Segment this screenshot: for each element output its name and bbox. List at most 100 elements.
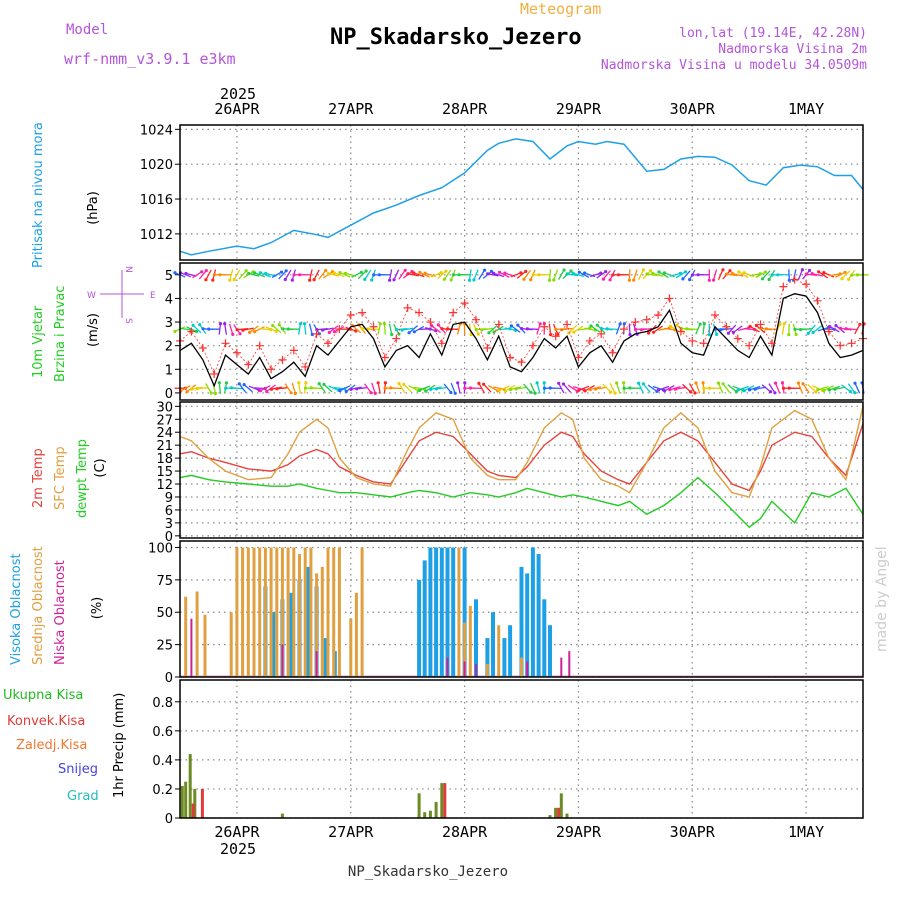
- wind-arrow: [393, 269, 400, 281]
- wind-arrow: [473, 269, 479, 281]
- wind-arrow: [443, 383, 452, 393]
- date-label-top: 26APR: [214, 100, 260, 118]
- gust-marker: [767, 339, 776, 348]
- gust-marker: [323, 339, 332, 348]
- wind-arrow-head: [611, 273, 615, 277]
- wind-arrow-head: [622, 322, 626, 326]
- wind-arrow-head: [748, 324, 752, 328]
- wind-arrow: [688, 383, 696, 394]
- low-cloud-bar: [446, 657, 449, 677]
- date-label-top: 27APR: [328, 100, 374, 118]
- wind-arrow-head: [529, 278, 533, 282]
- wind-arrow: [548, 323, 552, 335]
- wind-arrow-head: [248, 330, 252, 334]
- gust-marker: [802, 280, 811, 289]
- wind-arrow: [743, 272, 755, 278]
- wind-arrow-head: [213, 391, 217, 396]
- wind-arrow: [419, 385, 431, 391]
- wind-arrow-head: [472, 278, 476, 282]
- wind-arrow-head: [657, 270, 661, 274]
- panel-frame: [179, 262, 864, 401]
- y-tick-label: 0: [165, 812, 173, 827]
- low-cloud-bar: [475, 664, 477, 677]
- mid-cloud-bar: [235, 547, 239, 677]
- wind-arrow: [737, 327, 749, 332]
- wind-arrow-head: [406, 272, 410, 276]
- mid-cloud-bar: [485, 664, 489, 677]
- wind-arrow-head: [480, 328, 484, 332]
- wind-arrow: [686, 328, 698, 331]
- wind-arrow-head: [244, 269, 248, 273]
- temp-label1: 2m Temp: [31, 448, 46, 508]
- wind-arrow-head: [668, 388, 672, 392]
- mid-cloud-bar: [229, 612, 233, 677]
- wind-arrow-head: [609, 390, 613, 394]
- wind-arrow: [493, 272, 505, 278]
- wind-arrow-head: [627, 278, 632, 282]
- wind-arrow: [717, 269, 724, 281]
- wind-arrow-head: [486, 272, 490, 276]
- wind-arrow-head: [641, 268, 646, 272]
- gust-marker: [654, 310, 663, 319]
- date-label-bottom: 29APR: [556, 823, 602, 841]
- wind-arrow-head: [235, 328, 239, 332]
- total-precip-bar: [180, 786, 184, 818]
- wind-arrow-head: [533, 391, 537, 395]
- wind-arrow-head: [840, 277, 844, 281]
- gust-marker: [289, 346, 298, 355]
- wind-arrow-head: [204, 278, 208, 282]
- wind-arrow-head: [648, 269, 653, 273]
- wind-arrow: [388, 269, 393, 281]
- gust-marker: [665, 294, 674, 303]
- wind-arrow-head: [378, 322, 382, 326]
- wind-arrow-head: [531, 273, 535, 277]
- wind-arrow-head: [201, 327, 205, 331]
- wind-arrow-head: [457, 273, 461, 277]
- high-cloud-bar: [422, 560, 427, 677]
- high-cloud-bar: [451, 547, 456, 677]
- gust-marker: [711, 310, 720, 319]
- wind-arrow-head: [622, 386, 626, 390]
- wind-arrow-head: [289, 391, 293, 395]
- wind-arrow-head: [793, 327, 797, 331]
- wind-arrow: [450, 382, 456, 394]
- wind-arrow: [265, 326, 277, 332]
- wind-arrow: [224, 323, 228, 335]
- wind-arrow: [430, 272, 442, 278]
- wind-arrow-head: [847, 277, 851, 281]
- sfc-temp-line: [179, 406, 864, 498]
- wind-arrow-head: [231, 332, 235, 336]
- wind-arrow: [652, 272, 664, 277]
- wind-arrow-head: [822, 388, 826, 393]
- wind-arrow-head: [616, 273, 621, 277]
- wind-arrow-head: [190, 387, 194, 391]
- gust-marker: [471, 315, 480, 324]
- gust-marker: [494, 320, 503, 329]
- wind-arrow-head: [764, 327, 769, 331]
- wind-arrow-head: [690, 273, 695, 277]
- wind-arrow-head: [726, 331, 731, 335]
- wind-arrow-head: [360, 327, 364, 331]
- wind-arrow-head: [838, 326, 843, 330]
- wind-arrow-head: [577, 270, 581, 274]
- panel-frame: [179, 540, 864, 678]
- wind-arrow: [322, 327, 334, 331]
- wind-arrow: [733, 325, 743, 333]
- wind-arrow-head: [696, 273, 700, 277]
- wind-arrow-head: [748, 388, 752, 392]
- date-label-top: 1MAY: [788, 100, 824, 118]
- model-elevation: Nadmorska Visina u modelu 34.0509m: [601, 58, 867, 73]
- wind-arrow-head: [721, 382, 725, 386]
- wind-arrow-head: [822, 271, 826, 275]
- wind-arrow-head: [281, 327, 285, 331]
- gust-marker: [563, 320, 572, 329]
- wind-arrow: [272, 325, 282, 334]
- wind-arrow: [436, 386, 448, 390]
- wind-arrow: [291, 382, 296, 394]
- wind-arrow-head: [298, 322, 302, 326]
- wind-arrow: [744, 385, 755, 392]
- y-tick-label: 5: [165, 269, 173, 284]
- conv-precip-bar: [557, 807, 561, 818]
- wind-arrow: [572, 272, 584, 278]
- wind-arrow-head: [618, 322, 622, 326]
